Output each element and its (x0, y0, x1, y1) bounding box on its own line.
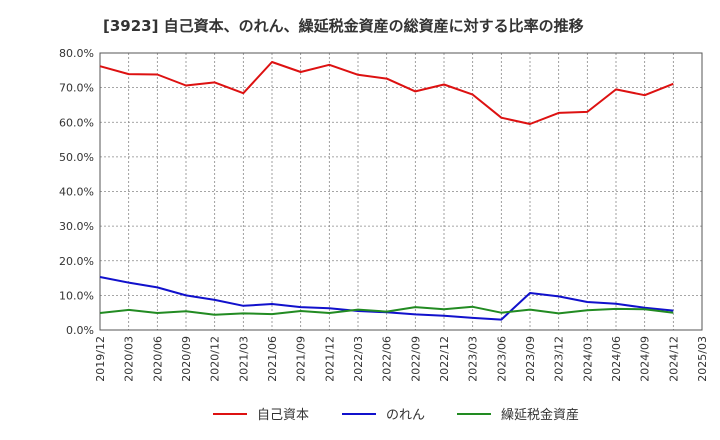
x-tick-label: 2020/03 (123, 336, 136, 382)
x-tick-label: 2023/06 (495, 336, 508, 382)
y-tick-label: 80.0% (59, 47, 94, 60)
y-tick-label: 10.0% (59, 289, 94, 302)
y-tick-label: 40.0% (59, 186, 94, 199)
x-tick-label: 2021/09 (295, 336, 308, 382)
x-tick-label: 2022/12 (438, 336, 451, 382)
x-tick-label: 2023/03 (467, 336, 480, 382)
series-line-3 (99, 305, 674, 316)
y-tick-label: 60.0% (59, 116, 94, 129)
plot-frame (99, 52, 703, 331)
x-tick-label: 2020/06 (151, 336, 164, 382)
y-tick-label: 70.0% (59, 82, 94, 95)
y-tick-label: 0.0% (66, 324, 94, 337)
x-tick-label: 2022/06 (381, 336, 394, 382)
chart-title: [3923] 自己資本、のれん、繰延税金資産の総資産に対する比率の推移 (103, 17, 584, 35)
x-tick-label: 2024/09 (639, 336, 652, 382)
plot-area: 0.0% 10.0% 20.0% 30.0% 40.0% 50.0% 60.0% 70.0% 8… (59, 47, 709, 382)
x-tick-label: 2023/09 (524, 336, 537, 382)
x-tick-label: 2023/12 (553, 336, 566, 382)
x-tick-label: 2024/06 (610, 336, 623, 382)
x-tick-label: 2025/03 (696, 336, 709, 382)
series-line-1 (99, 61, 674, 125)
x-tick-label: 2024/12 (667, 336, 680, 382)
y-tick-label: 30.0% (59, 220, 94, 233)
x-tick-label: 2019/12 (94, 336, 107, 382)
x-tick-label: 2022/03 (352, 336, 365, 382)
x-tick-label: 2022/09 (409, 336, 422, 382)
legend-label-1: 自己資本 (257, 408, 309, 423)
y-tick-label: 50.0% (59, 151, 94, 164)
x-tick-label: 2021/03 (237, 336, 250, 382)
legend-label-2: のれん (386, 408, 425, 423)
x-tick-label: 2020/09 (180, 336, 193, 382)
legend: 自己資本 のれん 繰延税金資産 (213, 407, 579, 423)
x-tick-label: 2024/03 (581, 336, 594, 382)
x-tick-label: 2021/06 (266, 336, 279, 382)
x-tick-label: 2021/12 (323, 336, 336, 382)
legend-label-3: 繰延税金資産 (501, 407, 579, 423)
x-tick-label: 2020/12 (209, 336, 222, 382)
y-tick-label: 20.0% (59, 255, 94, 268)
